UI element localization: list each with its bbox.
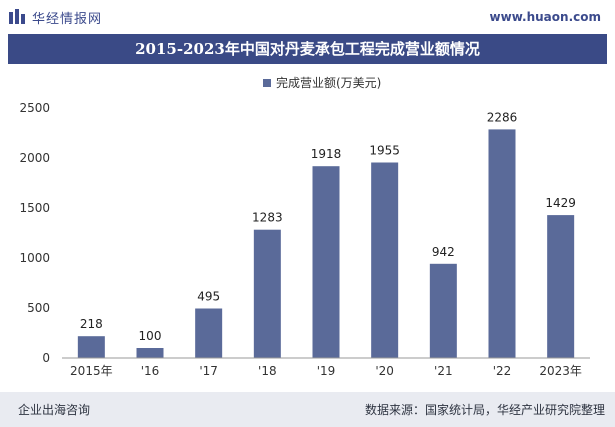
x-axis: 2015年 '16 '17 '18 '19 '20 '21 '22 2023年	[62, 357, 590, 378]
x-tick-label: '21	[434, 364, 453, 378]
y-tick-label: 0	[42, 351, 50, 365]
data-label: 1918	[311, 147, 342, 161]
footer-left-text: 企业出海咨询	[18, 403, 91, 417]
footer-source-text: 数据来源：国家统计局，华经产业研究院整理	[364, 403, 605, 417]
chart-title: 2015-2023年中国对丹麦承包工程完成营业额情况	[8, 34, 607, 64]
brand: 华经情报网	[8, 8, 103, 27]
site-url[interactable]: www.huaon.com	[489, 10, 601, 24]
y-tick-label: 1000	[19, 251, 50, 265]
y-tick-label: 500	[27, 301, 50, 315]
x-tick-label: '16	[141, 364, 160, 378]
footer: 企业出海咨询 数据来源：国家统计局，华经产业研究院整理	[0, 392, 615, 427]
bar	[371, 162, 399, 358]
data-label: 1283	[252, 211, 283, 225]
chart-area: 完成营业额(万美元) 0 500 1000 1500 2000 2500 218 100 49…	[0, 66, 615, 392]
x-tick-label: 2015年	[70, 364, 113, 378]
bar	[77, 336, 105, 358]
x-tick-label: '18	[258, 364, 277, 378]
x-tick-label: '20	[375, 364, 394, 378]
bars	[77, 129, 575, 358]
bar	[547, 215, 575, 358]
data-label: 1955	[369, 144, 400, 158]
x-tick-label: 2023年	[539, 364, 582, 378]
bar	[136, 348, 164, 358]
bar-chart: 完成营业额(万美元) 0 500 1000 1500 2000 2500 218 100 49…	[19, 75, 590, 378]
data-labels: 218 100 495 1283 1918 1955 942 2286 1429	[80, 110, 576, 343]
data-label: 1429	[545, 196, 576, 210]
y-tick-label: 2500	[19, 101, 50, 115]
bar	[429, 263, 457, 358]
brand-logo-icon	[9, 9, 25, 24]
data-label: 2286	[487, 110, 518, 124]
bar	[253, 229, 281, 358]
y-tick-label: 2000	[19, 151, 50, 165]
data-label: 100	[139, 329, 162, 343]
x-tick-label: '19	[317, 364, 336, 378]
bar	[312, 166, 340, 358]
x-tick-label: '22	[493, 364, 512, 378]
data-label: 495	[197, 290, 220, 304]
top-bar: 华经情报网 www.huaon.com	[0, 0, 615, 34]
bar	[195, 308, 223, 358]
bar	[488, 129, 516, 358]
legend-label: 完成营业额(万美元)	[276, 75, 381, 90]
legend-swatch	[263, 79, 271, 87]
data-label: 218	[80, 317, 103, 331]
legend: 完成营业额(万美元)	[263, 75, 381, 90]
y-axis: 0 500 1000 1500 2000 2500	[19, 101, 50, 365]
data-label: 942	[432, 245, 455, 259]
x-tick-label: '17	[199, 364, 218, 378]
y-tick-label: 1500	[19, 201, 50, 215]
brand-name: 华经情报网	[32, 11, 103, 27]
